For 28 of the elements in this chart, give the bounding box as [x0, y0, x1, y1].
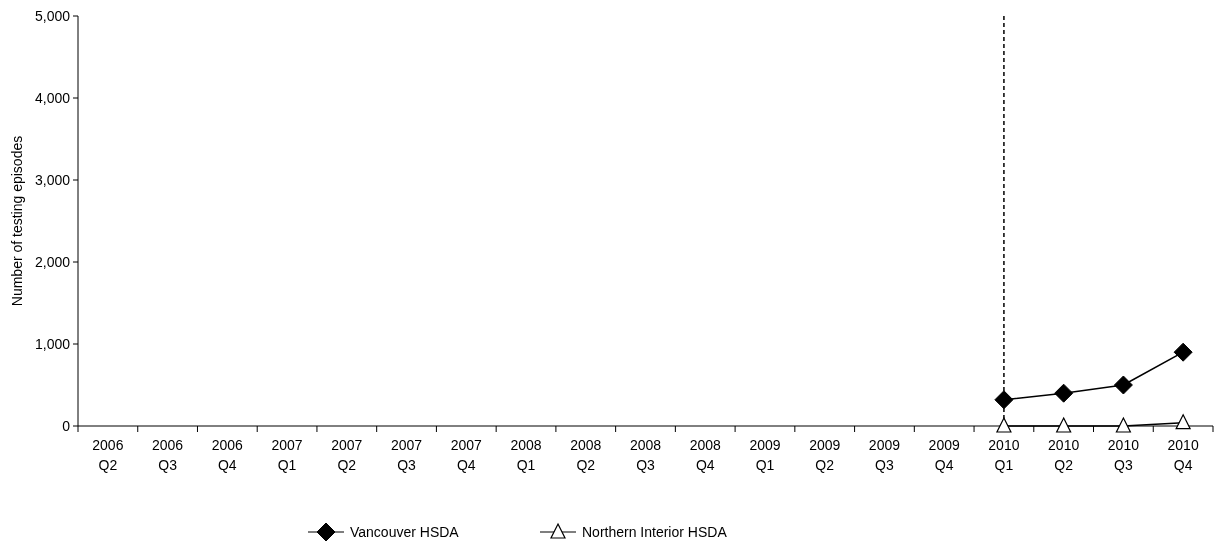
- x-tick-label: 2006 Q3: [152, 437, 184, 473]
- x-tick-label: 2009 Q4: [928, 437, 960, 473]
- x-tick-label: 2006 Q2: [92, 437, 124, 473]
- legend-label: Vancouver HSDA: [350, 523, 460, 540]
- x-tick-label: 2007 Q1: [271, 437, 303, 473]
- y-axis-title: Number of testing episodes: [9, 135, 25, 307]
- y-tick-label: 2,000: [34, 253, 71, 270]
- x-tick-label: 2010 Q3: [1107, 437, 1140, 473]
- x-tick-label: 2007 Q4: [450, 437, 483, 473]
- y-tick-label: 0: [62, 417, 71, 434]
- x-tick-label: 2010 Q4: [1167, 437, 1199, 473]
- y-tick-label: 5,000: [34, 7, 71, 24]
- x-tick-label: 2008 Q4: [689, 437, 722, 473]
- x-tick-label: 2009 Q2: [809, 437, 841, 473]
- x-tick-label: 2010 Q2: [1048, 437, 1080, 473]
- x-tick-label: 2007 Q2: [331, 437, 363, 473]
- y-tick-label: 4,000: [34, 89, 71, 106]
- x-tick-label: 2006 Q4: [211, 437, 244, 473]
- x-tick-label: 2008 Q3: [629, 437, 662, 473]
- x-tick-label: 2008 Q2: [570, 437, 602, 473]
- x-tick-label: 2010 Q1: [988, 437, 1020, 473]
- y-tick-label: 1,000: [34, 335, 71, 352]
- x-tick-label: 2008 Q1: [510, 437, 542, 473]
- legend-label: Northern Interior HSDA: [582, 523, 728, 540]
- x-tick-label: 2007 Q3: [390, 437, 423, 473]
- x-tick-label: 2009 Q1: [749, 437, 781, 473]
- y-tick-label: 3,000: [34, 171, 71, 188]
- x-tick-label: 2009 Q3: [868, 437, 901, 473]
